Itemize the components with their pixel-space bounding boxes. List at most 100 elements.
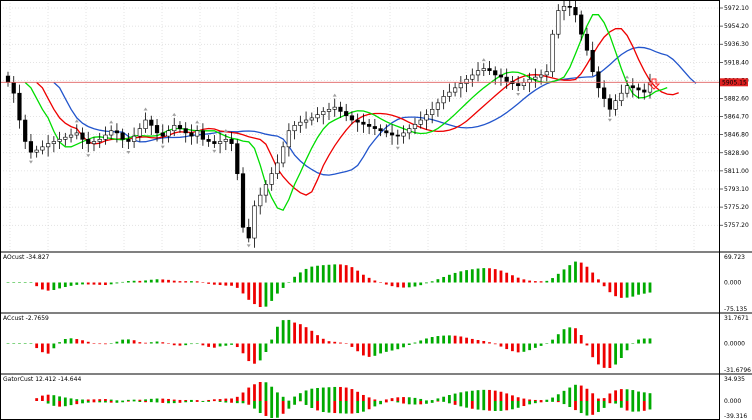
ao-histogram-bar [482, 268, 486, 283]
gator-lower-bar [115, 401, 119, 403]
candle-body [487, 68, 492, 71]
gator-upper-bar [86, 399, 90, 401]
gator-lower-bar [310, 401, 314, 408]
gator-lower-bar [568, 401, 572, 408]
gator-lower-bar [396, 401, 400, 403]
ao-histogram-bar [447, 274, 451, 283]
candle-body [298, 121, 303, 126]
ao-histogram-bar [149, 279, 153, 283]
gator-lower-bar [316, 401, 319, 411]
fractal-up-marker [625, 75, 630, 79]
ao-histogram-bar [115, 282, 119, 284]
candle-body [149, 119, 154, 126]
ac-histogram-bar [516, 343, 520, 353]
gator-upper-bar [390, 398, 394, 401]
fractal-markers [28, 58, 630, 248]
gator-lower-bar [447, 401, 451, 404]
ao-histogram-bar [413, 282, 417, 287]
gator-lower-bar [178, 401, 182, 403]
indicator-panels: AOcust -34.827 69.723 0.000 -75.135 ACcust -… [0, 251, 752, 420]
candle-body [292, 125, 297, 132]
candle-body [355, 119, 360, 123]
price-label: 5936.30 [724, 41, 749, 48]
ac-histogram-bar [161, 342, 165, 344]
candle-body [447, 91, 452, 97]
candle-body [223, 139, 228, 142]
ao-histogram-bar [436, 279, 440, 283]
gator-upper-bar [579, 385, 583, 401]
ac-histogram-bar [482, 340, 486, 344]
ao-histogram-bar [556, 273, 560, 283]
gator-upper-bar [155, 398, 159, 401]
gator-upper-bar [241, 392, 245, 401]
ao-histogram-bar [276, 282, 279, 294]
indicator-axis-label: -31.6796 [724, 367, 751, 374]
candle-body [28, 141, 34, 153]
ao-histogram-bar [579, 262, 583, 283]
ao-histogram-bar [195, 281, 199, 283]
ac-histogram-bar [207, 343, 211, 347]
ao-histogram-bar [568, 265, 572, 283]
candle-body [103, 134, 108, 140]
ao-histogram-bar [453, 272, 457, 283]
candle-body [372, 126, 377, 129]
gator-lower-bar [493, 401, 497, 411]
gator-lower-bar [402, 401, 405, 404]
ao-histogram-bar [522, 279, 526, 283]
ac-histogram-bar [264, 343, 268, 352]
ac-histogram-bar [46, 343, 50, 354]
candle-body [401, 132, 406, 137]
ao-histogram-bar [201, 282, 205, 283]
fractal-down-marker [28, 160, 33, 164]
ac-histogram-bar [247, 343, 251, 362]
candle-body [453, 87, 458, 93]
candle-body [258, 194, 263, 207]
gator-lower-bar [465, 401, 468, 408]
gator-lower-bar [149, 401, 153, 403]
gator-upper-bar [75, 399, 79, 401]
ao-histogram-bar [40, 282, 44, 290]
gator-upper-bar [350, 389, 354, 401]
gator-lower-bar [69, 401, 73, 406]
gator-upper-bar [413, 397, 417, 401]
ao-histogram-bar [58, 282, 61, 289]
price-label: 5864.70 [724, 114, 749, 121]
ac-histogram-bar [339, 342, 342, 344]
ac-histogram-bar [528, 343, 532, 351]
candle-body [602, 87, 607, 99]
candle-body [5, 75, 11, 83]
candle-body [642, 89, 647, 93]
gator-upper-bar [339, 386, 342, 401]
candle-body [17, 92, 22, 121]
gator-upper-bar [327, 387, 331, 401]
gator-lower-bar [63, 401, 67, 407]
ao-histogram-bar [533, 281, 537, 283]
gator-upper-bar [298, 393, 302, 401]
ao-histogram-bar [390, 282, 394, 287]
ao-histogram-bar [511, 275, 514, 283]
gator-upper-bar [511, 395, 514, 401]
candle-body [332, 106, 337, 110]
gator-upper-bar [126, 399, 130, 401]
candle-body [120, 132, 125, 140]
ac-histogram-bar [625, 343, 629, 351]
gator-lower-bar [597, 401, 600, 412]
candle-body [567, 5, 572, 8]
candle-body [34, 149, 39, 153]
ac-histogram-bar [132, 340, 136, 344]
gator-upper-bar [568, 387, 572, 401]
gator-lower-bar [241, 401, 245, 404]
ac-histogram-bar [224, 343, 228, 346]
candle-body [195, 130, 200, 137]
candle-body [424, 114, 429, 121]
gator-lower-bar [425, 401, 428, 404]
gator-upper-bar [522, 398, 526, 401]
candle-body [338, 106, 343, 112]
ao-histogram-bar [235, 282, 239, 288]
gator-upper-bar [545, 399, 549, 401]
gator-upper-bar [304, 390, 308, 401]
gator-lower-bar [436, 401, 440, 402]
gator-lower-bar [631, 401, 635, 412]
price-grid [0, 0, 720, 252]
ac-histogram-bar [350, 343, 354, 347]
